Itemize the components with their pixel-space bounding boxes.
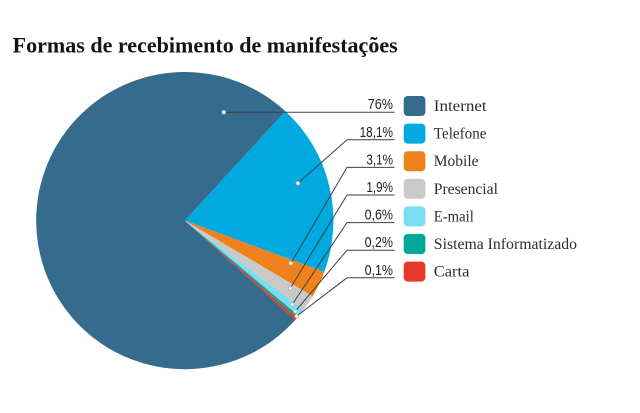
svg-text:Sistema Informatizado: Sistema Informatizado bbox=[434, 236, 577, 253]
svg-text:0,1%: 0,1% bbox=[365, 262, 393, 279]
svg-text:Internet: Internet bbox=[434, 98, 487, 115]
svg-text:0,6%: 0,6% bbox=[365, 207, 393, 224]
svg-text:1,9%: 1,9% bbox=[366, 179, 393, 196]
svg-text:Mobile: Mobile bbox=[434, 153, 479, 170]
svg-text:0,2%: 0,2% bbox=[365, 234, 393, 251]
svg-text:Carta: Carta bbox=[434, 264, 470, 281]
svg-text:E-mail: E-mail bbox=[434, 208, 475, 225]
svg-text:Formas de recebimento de manif: Formas de recebimento de manifestações bbox=[13, 33, 398, 58]
svg-text:Presencial: Presencial bbox=[434, 181, 499, 198]
svg-text:76%: 76% bbox=[368, 96, 393, 113]
svg-text:18,1%: 18,1% bbox=[360, 124, 393, 141]
svg-text:3,1%: 3,1% bbox=[366, 151, 393, 168]
svg-text:Telefone: Telefone bbox=[434, 126, 487, 143]
